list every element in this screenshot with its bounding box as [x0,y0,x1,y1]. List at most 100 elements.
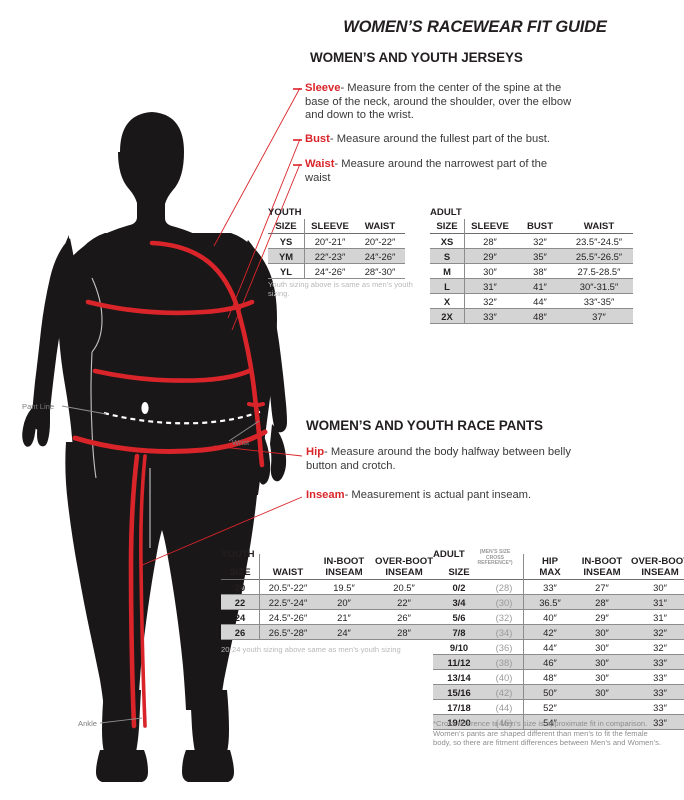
table-row: 13/14 (40) 48″ 30″ 33″ [433,669,684,685]
table-cell: 26″ [372,609,437,625]
table-cell: 24″ [316,624,372,640]
table-cell: 22.5″-24″ [259,594,316,610]
table-cell: 21″ [316,609,372,625]
table-cell: 11/12 [433,654,485,670]
waist-line [92,368,252,383]
table-cell: (32) [485,609,524,625]
column-header-line: HIP [542,555,558,567]
description-hip: Hip- Measure around the body halfway bet… [306,446,576,473]
table-cell: 37″ [565,308,633,324]
figure-label-leaders [61,405,260,724]
table-cell: 5/6 [433,609,485,625]
table-cell: 13/14 [433,669,485,685]
table-row: 7/8 (34) 42″ 30″ 32″ [433,624,684,640]
column-header: WAIST [260,554,317,580]
table-cell: 19.5″ [316,579,372,595]
column-header-line: INSEAM [385,566,423,578]
column-header: SIZE [221,554,260,580]
table-cell: 33″ [628,654,684,670]
table-cell: X [430,293,465,309]
table-cell: 28″ [576,594,628,610]
column-header: HIP MAX [524,554,577,580]
table-row: X 32″ 44″ 33″-35″ [430,293,633,309]
leader-wrist [228,420,260,442]
table-cell: 20 [221,579,260,595]
table-row: L 31″ 41″ 30″-31.5″ [430,278,633,294]
table-cell: 26.5″-28″ [259,624,316,640]
leader-ankle [99,717,143,724]
description-sleeve: Sleeve- Measure from the center of the s… [305,82,580,123]
description-bust-text: - Measure around the fullest part of the… [329,133,551,145]
table-cell: 9/10 [433,639,485,655]
column-header: SLEEVE [311,220,349,232]
table-row: 9/10 (36) 44″ 30″ 32″ [433,639,684,655]
table-row: 20 20.5″-22″ 19.5″ 20.5″ [221,579,437,595]
table-cell: 50″ [523,684,576,700]
table-cell: (38) [485,654,524,670]
table-adult-pants: SIZE HIP MAX IN-BOOT INSEAM OVER-BOOT INSEAM … [433,554,684,730]
figure-label-ankle: Ankle [78,719,97,728]
leader-inseam [139,496,303,567]
body-contour-lines [90,277,151,548]
column-header-line [488,567,520,578]
table-cell: XS [430,233,465,249]
hip-line [72,429,268,454]
table-head: SIZE SLEEVE BUST WAIST [430,219,633,234]
table-row: 11/12 (38) 46″ 30″ 33″ [433,654,684,670]
leader-sleeve [213,87,301,247]
table-cell: 48″ [515,308,565,324]
table-cell: (34) [485,624,524,640]
table-cell: 33″ [523,579,576,595]
description-sleeve-text: - Measure from the center of the spine a… [305,82,572,122]
table-cell: 46″ [523,654,576,670]
table-cell: 7/8 [433,624,485,640]
table-cell: 30″ [576,624,628,640]
table-head: SIZE SLEEVE WAIST [268,219,405,234]
keyword-bust: Bust [305,133,330,145]
column-header: WAIST [583,220,615,232]
column-header: OVER-BOOT INSEAM [628,554,684,580]
table-row: 0/2 (28) 33″ 27″ 30″ [433,579,684,595]
table-cell: (44) [485,699,524,715]
inseam-line [128,453,140,729]
table-row: 3/4 (30) 36.5″ 28″ 31″ [433,594,684,610]
table-cell: 31″ [628,594,684,610]
table-youth-jersey: SIZE SLEEVE WAIST YS 20″-21″ 20″-22″ YM 22″-23… [268,219,405,279]
column-header-line: IN-BOOT [581,555,623,567]
table-row: YS 20″-21″ 20″-22″ [268,233,405,249]
table-cell: 33″ [628,684,684,700]
column-header-line [436,556,482,567]
table-cell: 33″ [628,699,684,715]
table-adult-jersey: SIZE SLEEVE BUST WAIST XS 28″ 32″ 23.5″-24.5″ S… [430,219,633,324]
table-cell: 25.5″-26.5″ [565,248,633,264]
column-header-line: OVER-BOOT [375,555,434,567]
table-cell: 20″-22″ [355,233,405,249]
table-body: 20 20.5″-22″ 19.5″ 20.5″ 22 22.5″-24″ 20″ 22″ 24… [221,579,437,640]
table-cell: 36.5″ [523,594,576,610]
table-cell: 33″ [464,308,515,324]
column-header-line: INSEAM [583,566,621,578]
table-cell: (42) [485,684,524,700]
table-cell: M [430,263,465,279]
table-head: SIZE HIP MAX IN-BOOT INSEAM OVER-BOOT INSEAM [433,554,684,580]
leader-waist [231,163,301,331]
bust-line [85,299,255,316]
table-cell: (28) [485,579,524,595]
table-cell: 20″ [316,594,372,610]
column-header-line: INSEAM [641,566,679,578]
table-row: 19/20 (46) 54″ 33″ [433,714,684,730]
table-cell: 15/16 [433,684,485,700]
table-body: XS 28″ 32″ 23.5″-24.5″ S 29″ 35″ 25.5″-26.5″ M 30… [430,233,633,324]
table-row: XS 28″ 32″ 23.5″-24.5″ [430,233,633,249]
column-header-line: INSEAM [325,566,363,578]
column-header-line [263,556,313,567]
table-cell: 42″ [523,624,576,640]
table-cell: (36) [485,639,524,655]
column-header: WAIST [364,220,396,232]
table-cell: 2X [430,308,465,324]
table-cell [576,714,628,730]
table-cell: 38″ [515,263,565,279]
table-cell: 30″ [576,669,628,685]
table-cell: 41″ [515,278,565,294]
description-bust: Bust- Measure around the fullest part of… [305,133,590,147]
